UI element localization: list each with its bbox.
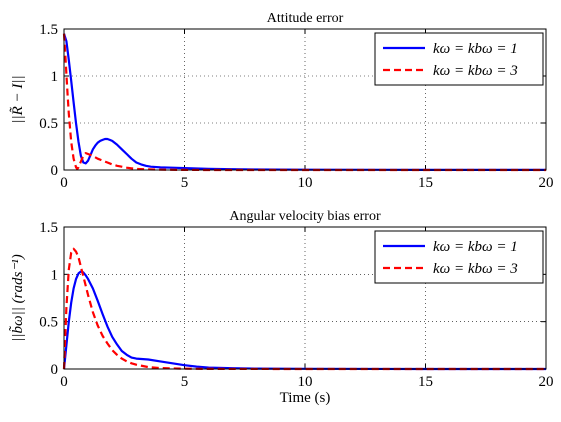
- chart-title: Attitude error: [267, 11, 344, 26]
- y-tick-label: 1.5: [39, 220, 58, 236]
- axes-frame: [63, 226, 547, 370]
- y-tick-label: 1.5: [39, 22, 58, 38]
- y-axis-label: ||b̃ω|| (rads⁻¹): [9, 254, 26, 341]
- y-tick-label: 0: [51, 163, 59, 179]
- x-tick-label: 10: [298, 374, 313, 390]
- series-line-1: [62, 270, 546, 371]
- x-tick-label: 5: [181, 374, 189, 390]
- x-tick-label: 20: [539, 175, 554, 191]
- legend-label-1: kω = kbω = 1: [433, 41, 518, 57]
- legend-label-1: kω = kbω = 1: [433, 239, 518, 255]
- series-line-2: [62, 33, 546, 172]
- series-line-1: [62, 33, 546, 171]
- x-tick-label: 20: [539, 374, 554, 390]
- y-tick-label: 1: [51, 69, 59, 85]
- x-axis-label: Time (s): [280, 390, 331, 406]
- legend-label-2: kω = kbω = 3: [433, 63, 518, 79]
- y-tick-label: 0: [51, 362, 59, 378]
- x-tick-label: 5: [181, 175, 189, 191]
- y-axis-label: ||R̃ − I||: [10, 75, 26, 123]
- y-tick-label: 0.5: [39, 116, 58, 132]
- series-line-2: [62, 247, 546, 371]
- y-tick-label: 0.5: [39, 315, 58, 331]
- x-tick-label: 15: [418, 374, 433, 390]
- legend-box: [374, 230, 544, 284]
- x-tick-label: 0: [60, 374, 68, 390]
- angular-velocity-bias-error-chart: 0 5 10 15 20 0 0.5 1 1.5 Angular velocity bias er…: [9, 209, 553, 406]
- legend-box: [374, 32, 544, 86]
- x-tick-label: 0: [60, 175, 68, 191]
- y-tick-label: 1: [51, 267, 59, 283]
- legend-label-2: kω = kbω = 3: [433, 261, 518, 277]
- x-tick-label: 10: [298, 175, 313, 191]
- x-tick-label: 15: [418, 175, 433, 191]
- chart-title: Angular velocity bias error: [229, 209, 381, 224]
- attitude-error-chart: 0 5 10 15 20 0 0.5 1 1.5 Attitude error ||R̃ − I||…: [10, 11, 554, 191]
- axes-frame: [63, 28, 547, 171]
